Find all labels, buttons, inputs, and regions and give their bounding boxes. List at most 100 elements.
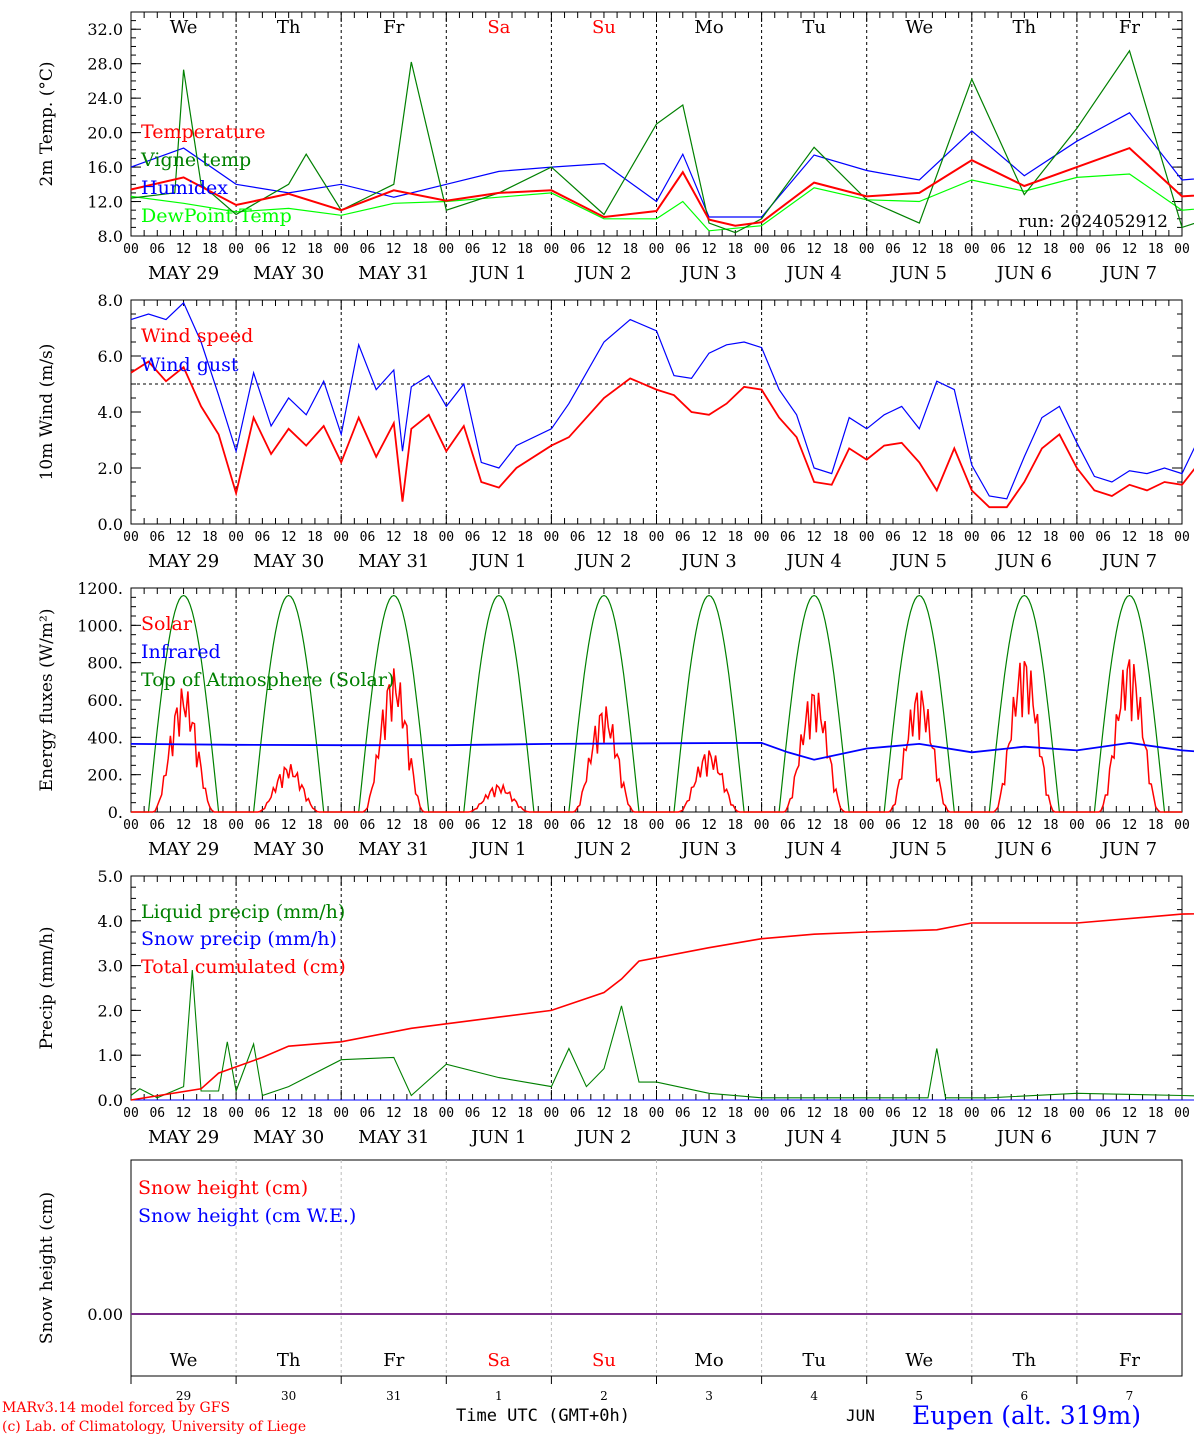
weekday-label: Su xyxy=(592,17,616,38)
hour-tick-label: 06 xyxy=(149,530,165,545)
hour-tick-label: 12 xyxy=(1017,242,1033,257)
hour-tick-label: 06 xyxy=(1095,818,1111,833)
hour-tick-label: 00 xyxy=(544,530,560,545)
y-tick-label: 16.0 xyxy=(87,158,123,177)
hour-tick-label: 06 xyxy=(255,530,271,545)
hour-tick-label: 18 xyxy=(307,1106,323,1121)
legend-entry: Infrared xyxy=(141,641,221,663)
date-label: JUN 3 xyxy=(679,551,736,572)
hour-tick-label: 06 xyxy=(780,242,796,257)
hour-tick-label: 00 xyxy=(1174,242,1190,257)
hour-tick-label: 00 xyxy=(649,530,665,545)
hour-tick-label: 12 xyxy=(386,1106,402,1121)
hour-tick-label: 18 xyxy=(833,242,849,257)
hour-tick-label: 12 xyxy=(911,1106,927,1121)
hour-tick-label: 12 xyxy=(386,530,402,545)
date-label: JUN 2 xyxy=(574,839,631,860)
date-label: JUN 6 xyxy=(995,551,1052,572)
y-tick-label: 8.0 xyxy=(98,291,123,310)
hour-tick-label: 18 xyxy=(1148,530,1164,545)
hour-tick-label: 06 xyxy=(1095,530,1111,545)
weekday-label: Th xyxy=(1013,1350,1037,1371)
hour-tick-label: 12 xyxy=(1017,530,1033,545)
hour-tick-label: 18 xyxy=(833,818,849,833)
y-tick-label: 0.0 xyxy=(98,1091,123,1110)
hour-tick-label: 12 xyxy=(596,242,612,257)
date-label: JUN 1 xyxy=(469,839,526,860)
hour-tick-label: 18 xyxy=(517,1106,533,1121)
hour-tick-label: 06 xyxy=(360,242,376,257)
hour-tick-label: 06 xyxy=(255,818,271,833)
hour-tick-label: 06 xyxy=(255,1106,271,1121)
date-label: MAY 30 xyxy=(253,263,324,284)
hour-tick-label: 18 xyxy=(1148,818,1164,833)
date-label: JUN 3 xyxy=(679,1127,736,1148)
date-label: MAY 31 xyxy=(358,1127,429,1148)
hour-tick-label: 00 xyxy=(1174,818,1190,833)
date-label: JUN 4 xyxy=(784,263,841,284)
y-tick-label: 600. xyxy=(87,691,123,710)
station-name: Eupen (alt. 319m) xyxy=(912,1401,1141,1430)
hour-tick-label: 18 xyxy=(833,1106,849,1121)
legend-entry: Top of Atmosphere (Solar) xyxy=(141,669,394,691)
hour-tick-label: 12 xyxy=(701,1106,717,1121)
hour-tick-label: 12 xyxy=(491,530,507,545)
hour-tick-label: 00 xyxy=(649,242,665,257)
hour-tick-label: 06 xyxy=(885,818,901,833)
hour-tick-label: 12 xyxy=(701,530,717,545)
y-axis-label: 10m Wind (m/s) xyxy=(37,344,57,481)
date-label: MAY 30 xyxy=(253,551,324,572)
hour-tick-label: 00 xyxy=(438,1106,454,1121)
hour-tick-label: 12 xyxy=(911,818,927,833)
hour-tick-label: 18 xyxy=(727,242,743,257)
hour-tick-label: 18 xyxy=(938,818,954,833)
hour-tick-label: 00 xyxy=(964,530,980,545)
series-line xyxy=(130,301,1194,500)
weekday-label: Tu xyxy=(802,1350,826,1371)
series-line xyxy=(131,659,1182,813)
y-axis-label: 2m Temp. (°C) xyxy=(37,61,57,186)
hour-tick-label: 12 xyxy=(281,818,297,833)
y-axis-label: Snow height (cm) xyxy=(37,1192,57,1344)
date-label: JUN 2 xyxy=(574,551,631,572)
weekday-label: Th xyxy=(1013,17,1037,38)
day-number: 2 xyxy=(600,1389,608,1403)
hour-tick-label: 12 xyxy=(176,1106,192,1121)
run-label: run: 2024052912 xyxy=(1019,212,1168,232)
hour-tick-label: 12 xyxy=(491,818,507,833)
date-label: JUN 2 xyxy=(574,263,631,284)
hour-tick-label: 12 xyxy=(806,530,822,545)
hour-tick-label: 00 xyxy=(438,242,454,257)
hour-tick-label: 18 xyxy=(412,530,428,545)
date-label: MAY 31 xyxy=(358,263,429,284)
y-tick-label: 28.0 xyxy=(87,55,123,74)
y-tick-label: 4.0 xyxy=(98,912,123,931)
hour-tick-label: 06 xyxy=(1095,1106,1111,1121)
hour-tick-label: 18 xyxy=(938,530,954,545)
y-tick-label: 0.0 xyxy=(98,515,123,534)
date-label: JUN 7 xyxy=(1100,263,1157,284)
y-tick-label: 400. xyxy=(87,728,123,747)
legend-entry: Snow height (cm) xyxy=(138,1177,308,1199)
hour-tick-label: 06 xyxy=(675,242,691,257)
hour-tick-label: 06 xyxy=(255,242,271,257)
date-label: MAY 31 xyxy=(358,839,429,860)
hour-tick-label: 00 xyxy=(964,242,980,257)
hour-tick-label: 06 xyxy=(780,530,796,545)
weekday-label: Su xyxy=(592,1350,616,1371)
hour-tick-label: 18 xyxy=(202,242,218,257)
hour-tick-label: 06 xyxy=(1095,242,1111,257)
hour-tick-label: 00 xyxy=(964,1106,980,1121)
hour-tick-label: 18 xyxy=(727,530,743,545)
weekday-label: We xyxy=(170,17,198,38)
y-tick-label: 2.0 xyxy=(98,1001,123,1020)
date-label: JUN 1 xyxy=(469,263,526,284)
hour-tick-label: 00 xyxy=(123,242,139,257)
date-label: JUN 2 xyxy=(574,1127,631,1148)
date-label: JUN 6 xyxy=(995,839,1052,860)
date-label: MAY 29 xyxy=(148,263,219,284)
hour-tick-label: 18 xyxy=(202,530,218,545)
hour-tick-label: 12 xyxy=(176,530,192,545)
date-label: JUN 7 xyxy=(1100,1127,1157,1148)
hour-tick-label: 18 xyxy=(727,1106,743,1121)
